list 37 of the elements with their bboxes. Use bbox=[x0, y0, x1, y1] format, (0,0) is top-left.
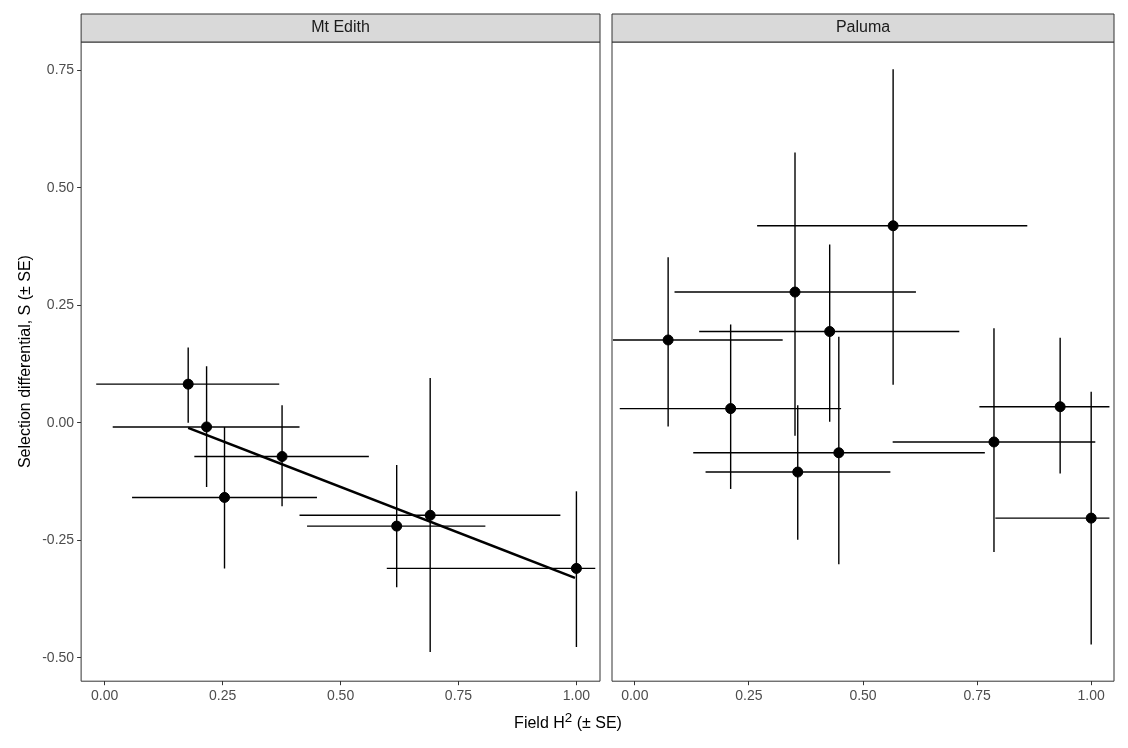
y-axis-title: Selection differential, S (± SE) bbox=[16, 255, 34, 469]
y-tick-label: -0.50 bbox=[42, 648, 75, 665]
point bbox=[182, 378, 194, 390]
x-tick-label: 0.25 bbox=[735, 687, 763, 704]
point bbox=[276, 451, 288, 463]
x-tick-label: 0.50 bbox=[326, 687, 355, 704]
point bbox=[824, 326, 836, 338]
point bbox=[988, 436, 1000, 448]
point bbox=[887, 220, 899, 232]
y-tick-label: 0.75 bbox=[46, 61, 75, 78]
point bbox=[201, 421, 213, 433]
x-tick-label: 0.25 bbox=[209, 687, 237, 704]
x-tick-label: 1.00 bbox=[562, 687, 591, 704]
point bbox=[789, 286, 801, 298]
point bbox=[662, 334, 674, 346]
x-tick-label: 0.50 bbox=[849, 687, 877, 704]
point bbox=[1054, 401, 1066, 413]
point bbox=[570, 562, 582, 574]
x-tick-label: 1.00 bbox=[1077, 687, 1106, 704]
y-tick-label: -0.25 bbox=[42, 531, 75, 548]
point bbox=[391, 520, 403, 532]
point bbox=[725, 403, 737, 415]
point bbox=[219, 491, 231, 503]
point bbox=[424, 509, 436, 521]
x-axis-title: Field H$^{2}$ (± SE) bbox=[513, 710, 623, 733]
x-tick-label: 0.75 bbox=[444, 687, 473, 704]
y-tick-label: 0.25 bbox=[46, 296, 75, 313]
x-tick-label: 0.00 bbox=[91, 687, 119, 704]
chart-title: Mt Edith bbox=[311, 18, 370, 36]
point bbox=[792, 466, 804, 478]
point bbox=[1085, 512, 1097, 524]
x-tick-label: 0.00 bbox=[621, 687, 649, 704]
x-tick-label: 0.75 bbox=[963, 687, 991, 704]
point bbox=[833, 447, 845, 459]
y-tick-label: 0.00 bbox=[46, 413, 75, 430]
chart-title: Paluma bbox=[835, 18, 891, 36]
y-tick-label: 0.50 bbox=[46, 178, 75, 195]
